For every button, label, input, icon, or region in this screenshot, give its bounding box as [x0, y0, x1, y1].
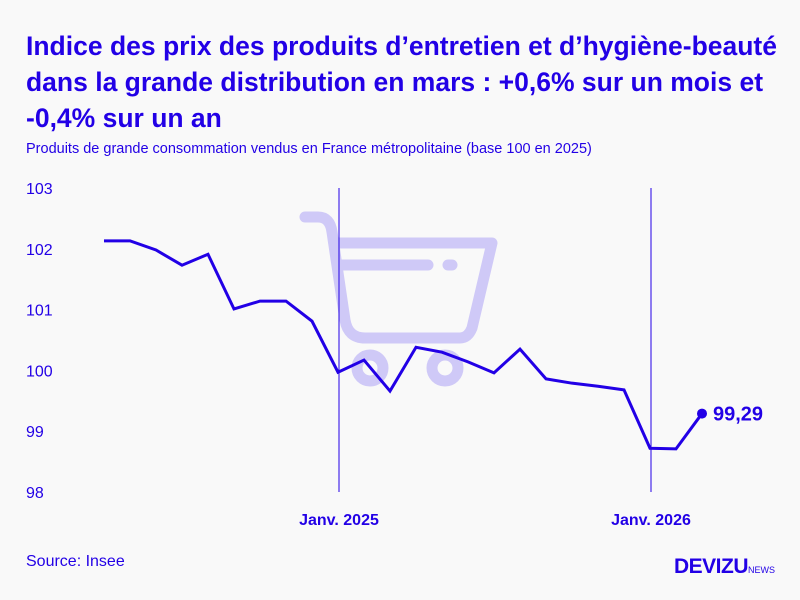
y-tick-label: 103	[26, 181, 53, 198]
y-tick-label: 99	[26, 424, 44, 441]
logo-main: DEVIZU	[674, 555, 749, 578]
y-tick-label: 101	[26, 303, 53, 320]
shopping-cart-icon	[299, 211, 498, 387]
source-note: Source: Insee	[26, 553, 125, 570]
x-tick-label: Janv. 2026	[611, 512, 691, 529]
chart-subtitle: Produits de grande consommation vendus e…	[26, 141, 592, 157]
y-tick-label: 100	[26, 363, 53, 380]
devizu-logo: DEVIZUNEWS	[674, 555, 775, 579]
x-tick-label: Janv. 2025	[299, 512, 379, 529]
end-value-label: 99,29	[713, 404, 763, 426]
y-tick-label: 102	[26, 242, 53, 259]
logo-suffix: NEWS	[748, 565, 776, 575]
y-tick-label: 98	[26, 485, 44, 502]
chart-title: Indice des prix des produits d’entretien…	[26, 31, 777, 133]
series-line	[104, 239, 704, 451]
end-point-marker	[697, 408, 707, 419]
